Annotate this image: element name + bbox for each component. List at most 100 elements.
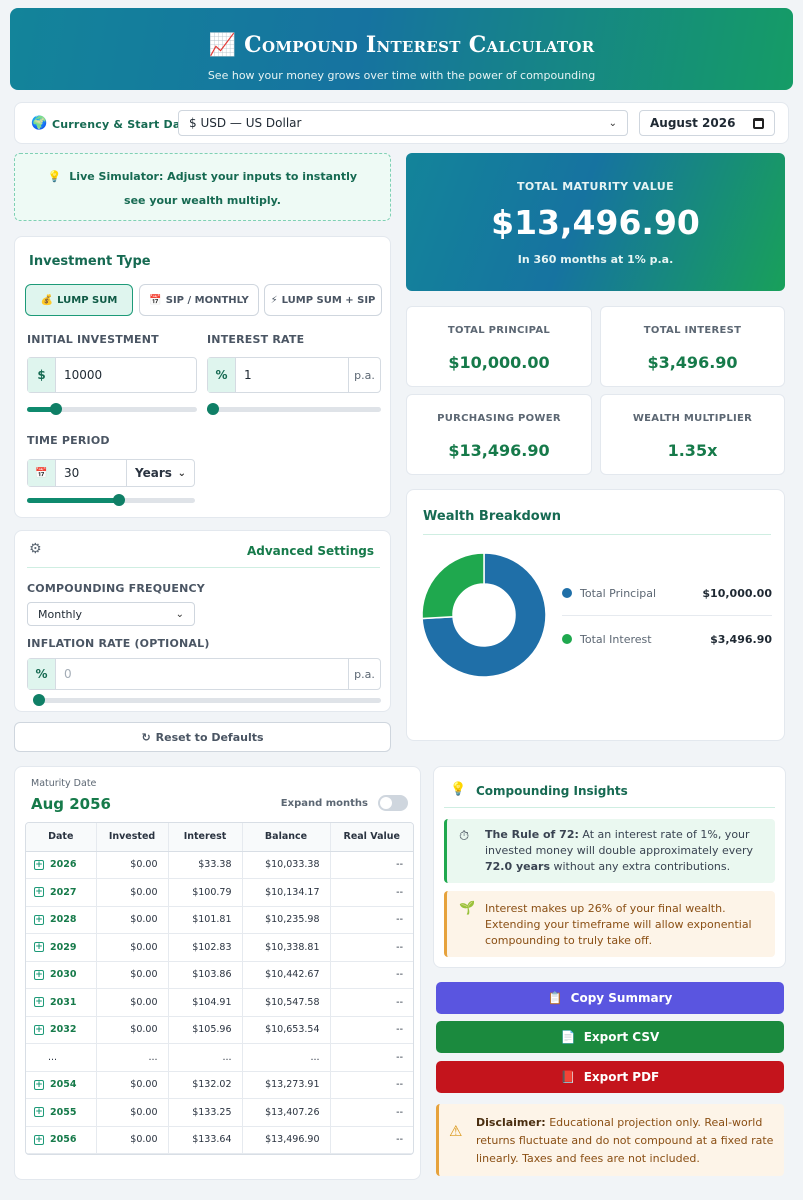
principal-dot [562,588,572,598]
simulator-tip: 💡 Live Simulator: Adjust your inputs to … [14,153,391,221]
wealth-multiplier-stat: WEALTH MULTIPLIER 1.35x [600,394,785,475]
table-cell: $0.00 [96,1016,169,1044]
dollar-prefix: $ [28,358,56,392]
advanced-settings-card: ⚙ Advanced Settings COMPOUNDING FREQUENC… [14,530,391,712]
expand-row-icon[interactable]: + [34,969,44,980]
interest-rate-label: INTEREST RATE [207,333,305,346]
wealth-breakdown-title: Wealth Breakdown [423,509,561,524]
currency-bar: 🌍 Currency & Start Date: $ USD — US Doll… [14,102,789,144]
rule-of-72-insight: ⏱ The Rule of 72: At an interest rate of… [444,819,775,883]
slider-knob[interactable] [33,694,45,706]
expand-row-icon[interactable]: + [34,997,44,1008]
compounding-frequency-select[interactable]: Monthly ⌄ [27,602,195,626]
table-cell: -- [330,1043,413,1072]
maturity-label: TOTAL MATURITY VALUE [516,180,675,193]
chevron-down-icon: ⌄ [175,608,184,620]
warning-icon: ⚠ [449,1122,463,1140]
year-cell: +2028 [26,906,97,934]
table-row[interactable]: +2029 $0.00 $102.83 $10,338.81 -- [26,933,413,962]
advanced-settings-toggle[interactable]: Advanced Settings [246,544,374,558]
time-period-input[interactable]: 📅 30 Years ⌄ [27,459,195,487]
divider [27,567,380,568]
initial-investment-input[interactable]: $ 10000 [27,357,197,393]
expand-row-icon[interactable]: + [34,1134,44,1145]
table-cell: $33.38 [168,851,243,879]
table-cell: $101.81 [168,906,243,934]
table-cell: $133.25 [168,1098,243,1127]
table-row[interactable]: +2032 $0.00 $105.96 $10,653.54 -- [26,1016,413,1044]
table-cell: $10,134.17 [242,878,331,907]
interest-rate-input[interactable]: % 1 p.a. [207,357,381,393]
tab-sip-monthly[interactable]: 📅 SIP / MONTHLY [139,284,259,316]
purchasing-power-stat: PURCHASING POWER $13,496.90 [406,394,592,475]
clipboard-icon: 📋 [547,991,563,1005]
table-cell: $104.91 [168,988,243,1017]
table-cell: $103.86 [168,961,243,989]
time-period-slider[interactable] [27,494,195,506]
year-cell: ... [26,1043,97,1072]
year-cell: +2027 [26,878,97,907]
table-cell: -- [330,1126,413,1154]
expand-row-icon[interactable]: + [34,914,44,925]
maturity-date-label: Maturity Date [31,778,97,789]
expand-row-icon[interactable]: + [34,887,44,898]
inflation-rate-input[interactable]: % 0 p.a. [27,658,381,690]
time-unit-select[interactable]: Years ⌄ [126,460,194,486]
maturity-value-card: TOTAL MATURITY VALUE $13,496.90 In 360 m… [406,153,785,291]
table-row[interactable]: +2026 $0.00 $33.38 $10,033.38 -- [26,851,413,879]
slider-knob[interactable] [207,403,219,415]
inflation-rate-slider[interactable] [33,694,381,706]
gear-icon[interactable]: ⚙ [29,541,42,557]
slider-fill [27,498,120,503]
calendar-icon[interactable] [753,117,764,129]
table-row[interactable]: +2055 $0.00 $133.25 $13,407.26 -- [26,1098,413,1127]
table-cell: $13,407.26 [242,1098,331,1127]
table-cell: -- [330,1016,413,1044]
reset-button[interactable]: ↻ Reset to Defaults [14,722,391,752]
principal-slice[interactable] [421,552,547,678]
table-row[interactable]: +2031 $0.00 $104.91 $10,547.58 -- [26,988,413,1017]
investment-type-title: Investment Type [29,254,151,269]
table-row[interactable]: +2027 $0.00 $100.79 $10,134.17 -- [26,878,413,907]
year-cell: +2056 [26,1126,97,1154]
expand-row-icon[interactable]: + [34,1024,44,1035]
expand-row-icon[interactable]: + [34,1079,44,1090]
interest-share-insight: 🌱 Interest makes up 26% of your final we… [444,891,775,957]
schedule-table: Date Invested Interest Balance Real Value +2… [26,823,413,1154]
table-cell: $10,033.38 [242,851,331,879]
expand-months-label: Expand months [280,798,368,809]
interest-rate-slider[interactable] [207,403,381,415]
table-cell: $105.96 [168,1016,243,1044]
chevron-down-icon: ⌄ [608,117,617,129]
expand-row-icon[interactable]: + [34,859,44,870]
slider-knob[interactable] [49,403,62,415]
interest-slice[interactable] [421,552,485,620]
year-cell: +2055 [26,1098,97,1127]
tab-lump-sum-sip[interactable]: ⚡ LUMP SUM + SIP [264,284,382,316]
copy-summary-button[interactable]: 📋 Copy Summary [436,982,784,1014]
maturity-date-value: Aug 2056 [31,795,111,813]
table-row[interactable]: +2028 $0.00 $101.81 $10,235.98 -- [26,906,413,934]
table-cell: $0.00 [96,961,169,989]
percent-prefix: % [208,358,236,392]
page-subtitle: See how your money grows over time with … [207,69,596,82]
tab-lump-sum[interactable]: 💰 LUMP SUM [25,284,133,316]
stopwatch-icon: ⏱ [459,829,470,844]
expand-row-icon[interactable]: + [34,1107,44,1118]
export-csv-button[interactable]: 📄 Export CSV [436,1021,784,1053]
slider-knob[interactable] [113,494,126,506]
initial-investment-slider[interactable] [27,403,197,415]
table-row[interactable]: +2054 $0.00 $132.02 $13,273.91 -- [26,1071,413,1099]
expand-months-toggle[interactable] [378,795,408,811]
export-pdf-button[interactable]: 📕 Export PDF [436,1061,784,1093]
table-row: ............ -- [26,1043,413,1072]
table-row[interactable]: +2056 $0.00 $133.64 $13,496.90 -- [26,1126,413,1154]
total-interest-stat: TOTAL INTEREST $3,496.90 [600,306,785,387]
legend-divider [562,615,772,616]
currency-select[interactable]: $ USD — US Dollar ⌄ [178,110,628,136]
start-date-input[interactable]: August 2026 [639,110,775,136]
pa-suffix: p.a. [348,358,380,392]
expand-row-icon[interactable]: + [34,942,44,953]
table-row[interactable]: +2030 $0.00 $103.86 $10,442.67 -- [26,961,413,989]
insights-title: Compounding Insights [476,784,628,798]
